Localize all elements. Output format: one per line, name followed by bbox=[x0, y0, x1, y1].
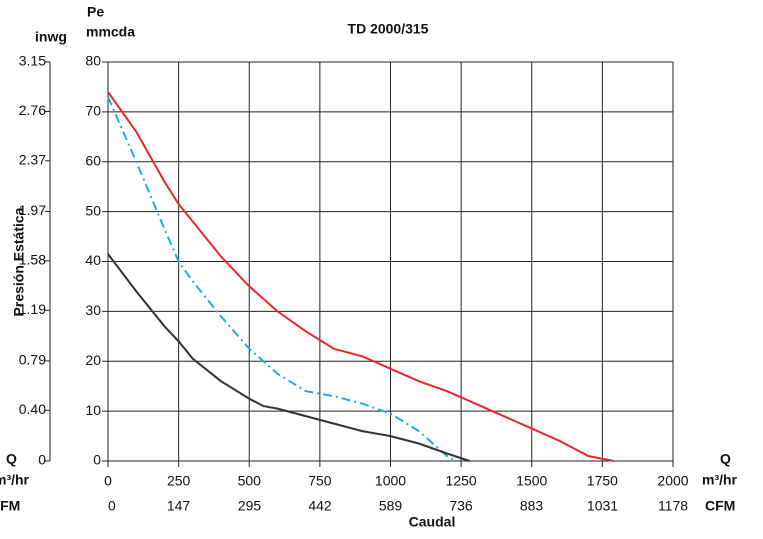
x-symbol: Q bbox=[720, 451, 731, 467]
y-tick-label: 50 bbox=[85, 202, 101, 218]
x2-tick-label: 0 bbox=[108, 498, 116, 514]
x2-unit: CFM bbox=[705, 498, 735, 514]
x-tick-label: 250 bbox=[167, 473, 191, 489]
y2-tick-label: 1.58 bbox=[19, 252, 46, 268]
y2-tick-label: 2.76 bbox=[19, 102, 46, 118]
x-unit: m³/hr bbox=[702, 472, 738, 488]
x2-unit-left: CFM bbox=[0, 498, 20, 514]
x-symbol-left: Q bbox=[6, 451, 17, 467]
x-tick-label: 1500 bbox=[516, 473, 547, 489]
curve bbox=[107, 96, 457, 462]
x2-tick-label: 295 bbox=[238, 498, 262, 514]
x-unit-left: m³/hr bbox=[0, 472, 30, 488]
curve bbox=[107, 91, 614, 462]
x-tick-label: 1250 bbox=[446, 473, 477, 489]
x-tick-label: 1750 bbox=[587, 473, 618, 489]
y-unit: mmcda bbox=[86, 24, 135, 40]
x2-tick-label: 147 bbox=[167, 498, 191, 514]
x2-tick-label: 1178 bbox=[658, 498, 688, 514]
x2-tick-label: 1031 bbox=[587, 498, 618, 514]
curve bbox=[107, 253, 470, 462]
chart-title: TD 2000/315 bbox=[348, 21, 429, 37]
y-tick-label: 70 bbox=[85, 103, 101, 119]
y2-tick-label: 0.40 bbox=[19, 401, 46, 417]
y-axis-title: Presión Estática bbox=[11, 207, 27, 316]
x-tick-label: 2000 bbox=[657, 473, 688, 489]
y-tick-label: 0 bbox=[93, 452, 101, 468]
plot-frame bbox=[107, 61, 674, 462]
y2-tick-label: 0.79 bbox=[19, 352, 46, 368]
x-tick-label: 500 bbox=[238, 473, 262, 489]
y-tick-label: 60 bbox=[85, 152, 101, 168]
x-axis-title: Caudal bbox=[409, 514, 456, 530]
y-label-top: Pe bbox=[87, 4, 104, 20]
y2-tick-label: 2.37 bbox=[19, 152, 46, 168]
x-tick-label: 1000 bbox=[375, 473, 406, 489]
y-tick-label: 10 bbox=[85, 402, 101, 418]
x2-tick-label: 883 bbox=[520, 498, 544, 514]
y2-tick-label: 0 bbox=[38, 452, 46, 468]
y2-unit: inwg bbox=[35, 29, 67, 45]
x-tick-label: 0 bbox=[104, 473, 112, 489]
y-tick-label: 30 bbox=[85, 302, 101, 318]
x2-tick-label: 736 bbox=[449, 498, 473, 514]
x2-tick-label: 442 bbox=[308, 498, 332, 514]
y2-tick-label: 1.19 bbox=[19, 301, 46, 317]
y2-tick-label: 1.97 bbox=[19, 202, 46, 218]
y-tick-label: 40 bbox=[85, 252, 101, 268]
x-tick-label: 750 bbox=[308, 473, 332, 489]
y-tick-label: 20 bbox=[85, 352, 101, 368]
y-tick-label: 80 bbox=[85, 53, 101, 69]
x2-tick-label: 589 bbox=[379, 498, 403, 514]
y2-tick-label: 3.15 bbox=[19, 53, 46, 69]
